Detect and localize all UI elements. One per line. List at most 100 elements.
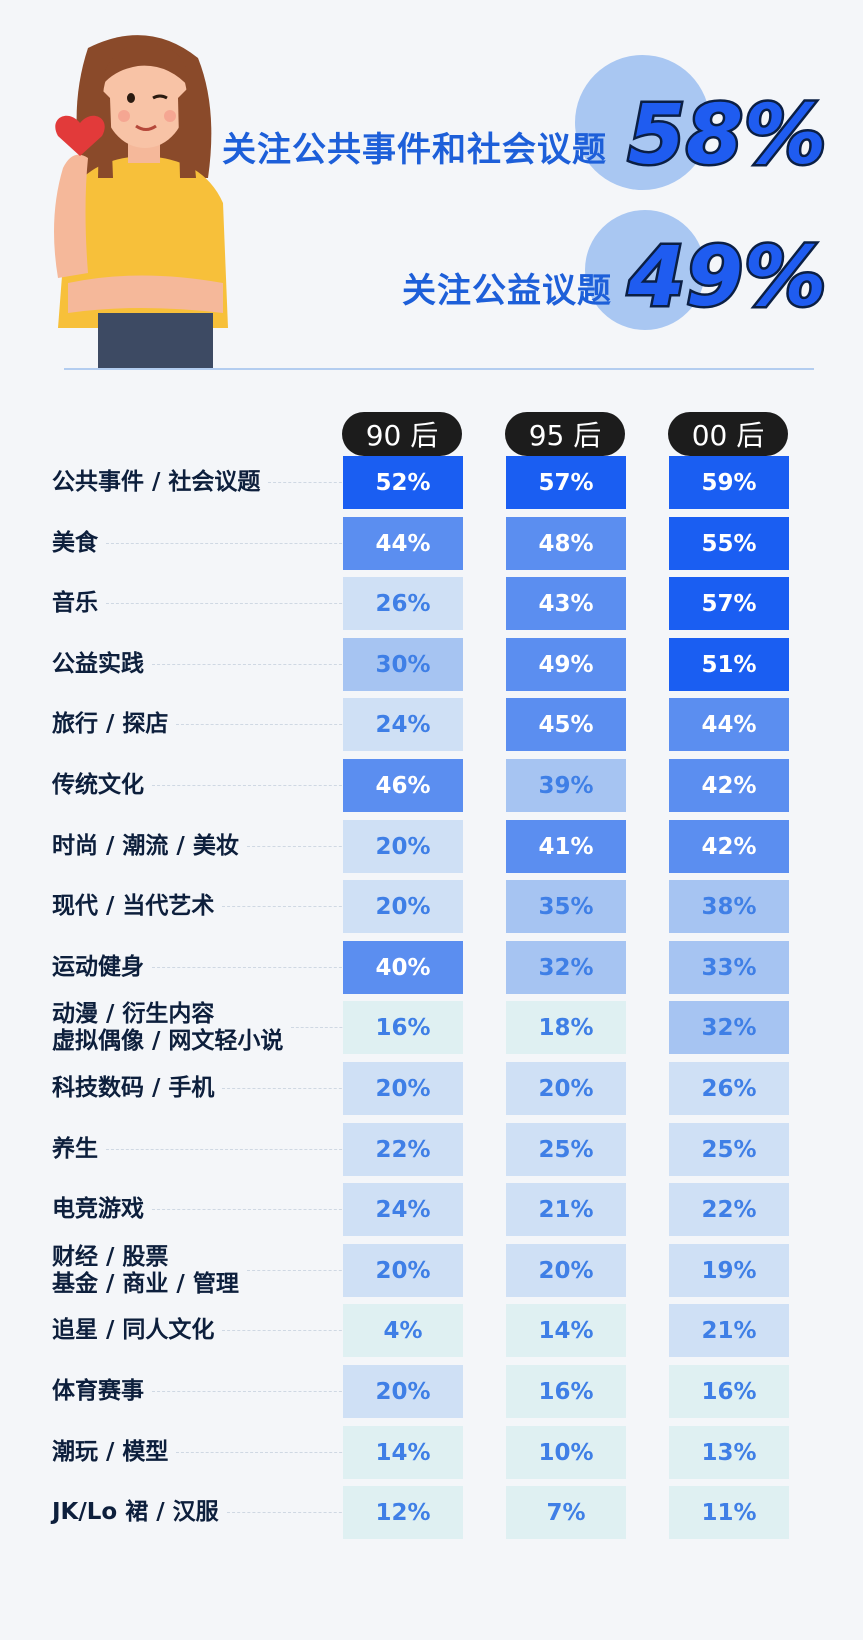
value-cell: 16% (343, 1001, 463, 1054)
header: 关注公共事件和社会议题 58% 关注公益议题 49% (0, 0, 863, 375)
leader-line (176, 724, 352, 725)
row-label: 传统文化 (52, 759, 352, 812)
value-cell: 16% (669, 1365, 789, 1418)
value-cell: 14% (506, 1304, 626, 1357)
value-cell: 25% (669, 1123, 789, 1176)
value-cell: 33% (669, 941, 789, 994)
value-cell: 16% (506, 1365, 626, 1418)
row-label-text: 追星 / 同人文化 (52, 1317, 215, 1343)
leader-line (222, 906, 352, 907)
row-label: 动漫 / 衍生内容 虚拟偶像 / 网文轻小说 (52, 1001, 352, 1054)
row-label: 追星 / 同人文化 (52, 1304, 352, 1357)
row-label-text: 财经 / 股票 基金 / 商业 / 管理 (52, 1243, 239, 1297)
value-cell: 11% (669, 1486, 789, 1539)
row-label-text: 科技数码 / 手机 (52, 1075, 215, 1101)
value-cell: 24% (343, 698, 463, 751)
value-cell: 20% (506, 1244, 626, 1297)
stat2-value: 49% (625, 228, 828, 328)
leader-line (106, 603, 352, 604)
value-cell: 12% (343, 1486, 463, 1539)
value-cell: 7% (506, 1486, 626, 1539)
row-label-text: 潮玩 / 模型 (52, 1439, 169, 1465)
leader-line (152, 967, 352, 968)
stat1-circle (575, 55, 710, 190)
value-cell: 20% (343, 880, 463, 933)
row-label: 运动健身 (52, 941, 352, 994)
row-label-text: 电竞游戏 (52, 1196, 144, 1222)
value-cell: 40% (343, 941, 463, 994)
value-cell: 26% (343, 577, 463, 630)
stat1-label: 关注公共事件和社会议题 (222, 130, 607, 170)
value-cell: 38% (669, 880, 789, 933)
value-cell: 30% (343, 638, 463, 691)
row-label-text: 养生 (52, 1136, 98, 1162)
row-label-text: 时尚 / 潮流 / 美妆 (52, 833, 239, 859)
value-cell: 49% (506, 638, 626, 691)
row-label: 科技数码 / 手机 (52, 1062, 352, 1115)
row-label: 公益实践 (52, 638, 352, 691)
stat1-value: 58% (625, 86, 828, 186)
row-label-text: JK/Lo 裙 / 汉服 (52, 1499, 219, 1525)
value-cell: 39% (506, 759, 626, 812)
value-cell: 26% (669, 1062, 789, 1115)
value-cell: 52% (343, 456, 463, 509)
value-cell: 55% (669, 517, 789, 570)
value-cell: 20% (506, 1062, 626, 1115)
row-label-text: 音乐 (52, 590, 98, 616)
value-cell: 10% (506, 1426, 626, 1479)
row-label-text: 公益实践 (52, 651, 144, 677)
row-label: 美食 (52, 517, 352, 570)
column-header-2: 00 后 (668, 412, 788, 456)
divider (64, 368, 814, 370)
row-label: 旅行 / 探店 (52, 698, 352, 751)
row-label: 财经 / 股票 基金 / 商业 / 管理 (52, 1244, 352, 1297)
leader-line (226, 1512, 352, 1513)
leader-line (291, 1027, 352, 1028)
value-cell: 13% (669, 1426, 789, 1479)
value-cell: 44% (669, 698, 789, 751)
row-label: 养生 (52, 1123, 352, 1176)
person-illustration (54, 35, 228, 368)
value-cell: 24% (343, 1183, 463, 1236)
column-header-0: 90 后 (342, 412, 462, 456)
value-cell: 22% (669, 1183, 789, 1236)
stat2-label: 关注公益议题 (402, 271, 612, 311)
value-cell: 44% (343, 517, 463, 570)
row-label-text: 旅行 / 探店 (52, 711, 169, 737)
leader-line (152, 1209, 352, 1210)
row-label: 现代 / 当代艺术 (52, 880, 352, 933)
row-label: 时尚 / 潮流 / 美妆 (52, 820, 352, 873)
value-cell: 4% (343, 1304, 463, 1357)
value-cell: 42% (669, 820, 789, 873)
row-label: 体育赛事 (52, 1365, 352, 1418)
value-cell: 20% (343, 1244, 463, 1297)
value-cell: 18% (506, 1001, 626, 1054)
value-cell: 19% (669, 1244, 789, 1297)
leader-line (106, 543, 352, 544)
row-label-text: 传统文化 (52, 772, 144, 798)
row-label: 音乐 (52, 577, 352, 630)
row-label-text: 动漫 / 衍生内容 虚拟偶像 / 网文轻小说 (52, 1000, 284, 1054)
row-label-text: 现代 / 当代艺术 (52, 893, 215, 919)
value-cell: 45% (506, 698, 626, 751)
value-cell: 42% (669, 759, 789, 812)
value-cell: 22% (343, 1123, 463, 1176)
value-cell: 41% (506, 820, 626, 873)
row-label: JK/Lo 裙 / 汉服 (52, 1486, 352, 1539)
leader-line (268, 482, 352, 483)
value-cell: 20% (343, 1365, 463, 1418)
row-label: 潮玩 / 模型 (52, 1426, 352, 1479)
leader-line (246, 1270, 352, 1271)
row-label-text: 体育赛事 (52, 1378, 144, 1404)
leader-line (152, 785, 352, 786)
value-cell: 57% (506, 456, 626, 509)
row-label-text: 公共事件 / 社会议题 (52, 469, 261, 495)
stat2-circle (585, 210, 705, 330)
value-cell: 57% (669, 577, 789, 630)
leader-line (222, 1330, 352, 1331)
leader-line (222, 1088, 352, 1089)
value-cell: 14% (343, 1426, 463, 1479)
row-label: 电竞游戏 (52, 1183, 352, 1236)
value-cell: 32% (506, 941, 626, 994)
column-header-1: 95 后 (505, 412, 625, 456)
